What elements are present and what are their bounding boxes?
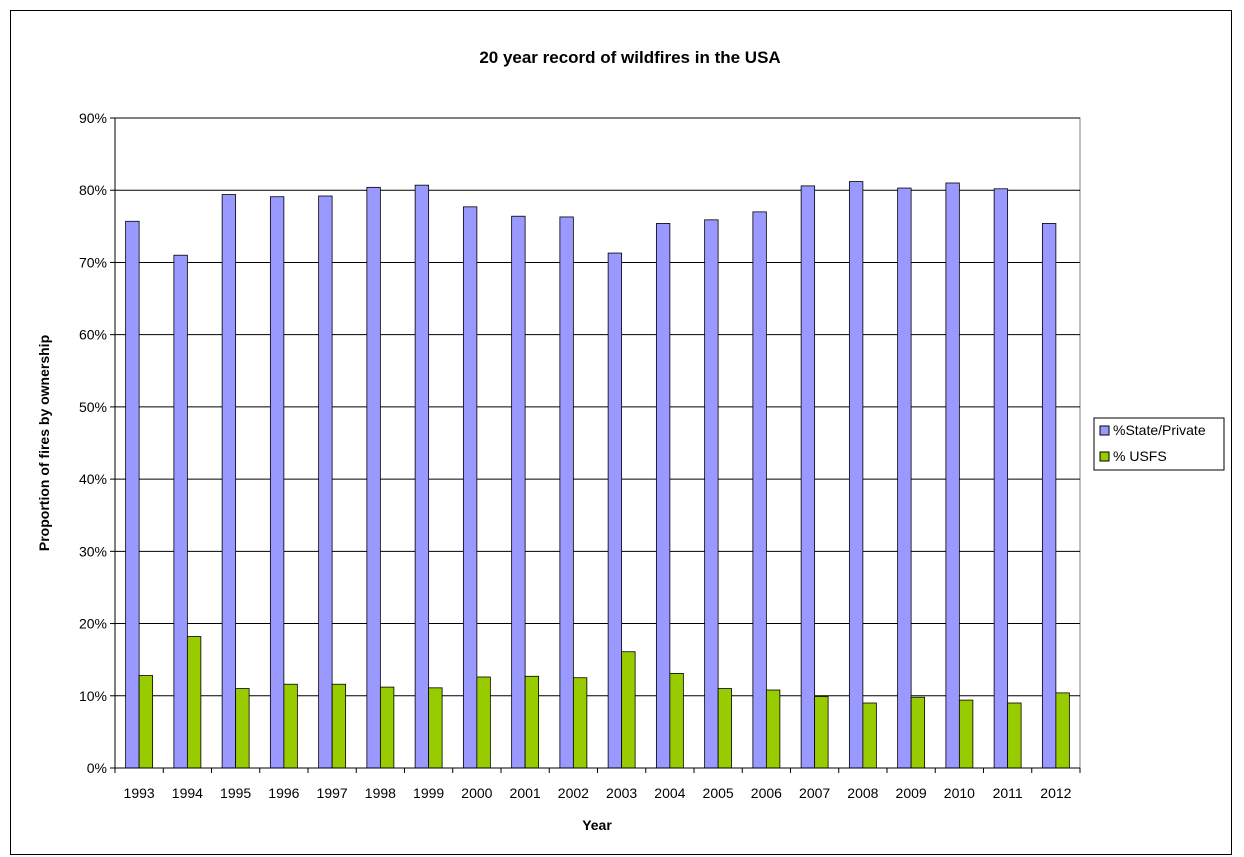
y-tick-label: 10% — [79, 688, 107, 704]
bar-usfs — [669, 672, 684, 769]
y-tick-label: 50% — [79, 399, 107, 415]
bar-usfs — [765, 689, 781, 769]
x-tick-label: 2011 — [993, 785, 1023, 801]
bar-state-private — [752, 211, 767, 769]
bar-state-private — [945, 182, 960, 769]
x-tick-label: 1995 — [220, 785, 251, 801]
bar-state-private — [318, 195, 333, 769]
x-tick-label: 1993 — [124, 785, 155, 801]
bar-series — [125, 181, 1070, 769]
x-tick-label: 1997 — [317, 785, 348, 801]
bar-state-private — [559, 216, 574, 769]
y-tick-label: 60% — [79, 327, 107, 343]
bar-state-private — [366, 186, 381, 769]
bar-state-private — [221, 194, 237, 769]
bar-usfs — [331, 683, 347, 769]
bar-usfs — [572, 677, 588, 769]
bar-usfs — [958, 699, 974, 769]
x-tick-label: 2005 — [703, 785, 734, 801]
plot-area — [114, 117, 1081, 769]
bar-state-private — [993, 188, 1009, 769]
x-tick-label: 1996 — [268, 785, 299, 801]
bar-usfs — [186, 636, 202, 769]
bar-usfs — [283, 683, 298, 769]
bar-usfs — [235, 688, 250, 769]
x-tick-label: 2012 — [1040, 785, 1071, 801]
bar-usfs — [621, 651, 636, 769]
y-tick-label: 30% — [79, 543, 107, 559]
bar-usfs — [1055, 692, 1070, 769]
bar-state-private — [800, 185, 816, 769]
x-tick-label: 2010 — [944, 785, 975, 801]
y-tick-label: 90% — [79, 110, 107, 126]
bar-usfs — [138, 675, 154, 769]
x-tick-label: 2003 — [606, 785, 637, 801]
bar-state-private — [173, 254, 188, 769]
y-axis-ticks: 0% 10% 20% 30% 40% 50% 60% 70% 80% 90% — [79, 110, 115, 776]
y-tick-label: 0% — [87, 760, 107, 776]
x-tick-label: 1999 — [413, 785, 444, 801]
bar-usfs — [814, 696, 829, 769]
legend-label-state-private: %State/Private — [1113, 422, 1206, 438]
bar-state-private — [414, 184, 430, 769]
bar-state-private — [462, 206, 478, 769]
x-axis-title: Year — [582, 817, 612, 833]
bar-state-private — [655, 223, 671, 769]
legend: %State/Private % USFS — [1093, 417, 1225, 471]
x-tick-label: 2009 — [896, 785, 927, 801]
x-tick-label: 2007 — [799, 785, 830, 801]
bar-state-private — [897, 187, 912, 769]
y-tick-label: 70% — [79, 254, 107, 270]
bar-state-private — [269, 196, 285, 769]
bar-state-private — [607, 252, 623, 769]
y-tick-label: 20% — [79, 616, 107, 632]
x-tick-label: 1994 — [172, 785, 203, 801]
x-tick-label: 2000 — [461, 785, 492, 801]
x-tick-label: 2001 — [510, 785, 541, 801]
bar-state-private — [1041, 223, 1057, 769]
bar-usfs — [428, 687, 443, 769]
chart-title: 20 year record of wildfires in the USA — [479, 48, 780, 67]
x-axis-ticks: 1993 1994 1995 1996 1997 1998 1999 2000 2001 2002… — [114, 768, 1081, 801]
y-tick-label: 40% — [79, 471, 107, 487]
legend-swatch-state-private — [1099, 425, 1110, 436]
x-tick-label: 2004 — [654, 785, 685, 801]
bar-state-private — [848, 181, 864, 769]
x-tick-label: 1998 — [365, 785, 396, 801]
y-axis-title: Proportion of fires by ownership — [36, 335, 52, 551]
x-tick-label: 2008 — [847, 785, 878, 801]
bar-usfs — [862, 702, 877, 769]
x-tick-label: 2006 — [751, 785, 782, 801]
bar-state-private — [704, 219, 719, 769]
bar-usfs — [1007, 702, 1022, 769]
legend-label-usfs: % USFS — [1113, 448, 1167, 464]
legend-swatch-usfs — [1099, 451, 1110, 462]
legend-box — [1093, 417, 1225, 471]
bar-state-private — [125, 220, 140, 769]
bar-usfs — [524, 675, 540, 769]
bar-state-private — [511, 215, 526, 769]
bar-usfs — [476, 676, 491, 769]
bar-usfs — [717, 688, 733, 769]
x-tick-label: 2002 — [558, 785, 589, 801]
y-tick-label: 80% — [79, 182, 107, 198]
bar-usfs — [379, 686, 395, 769]
bar-usfs — [910, 696, 926, 769]
